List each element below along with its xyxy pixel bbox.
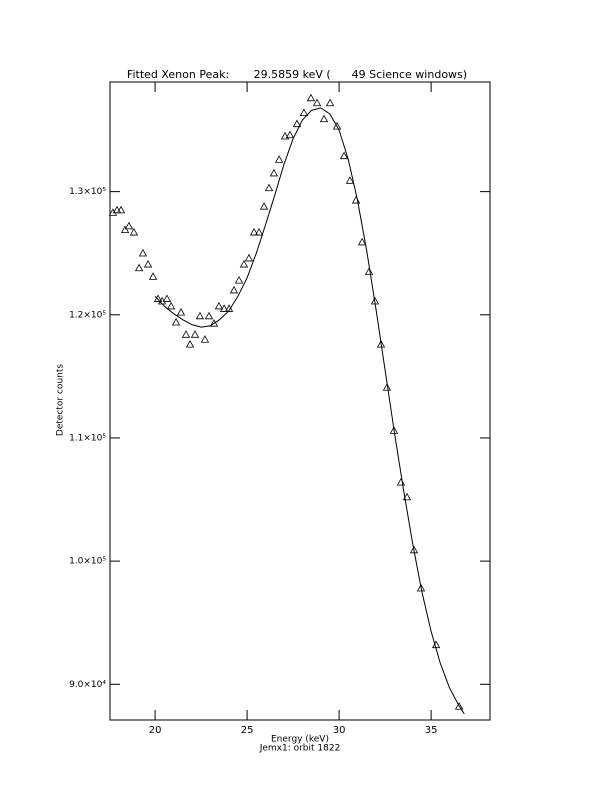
data-point bbox=[190, 330, 200, 338]
subtitle: Jemx1: orbit 1822 bbox=[259, 744, 341, 754]
data-point bbox=[249, 227, 259, 236]
data-point bbox=[153, 294, 163, 302]
data-point bbox=[244, 253, 254, 262]
data-point bbox=[285, 130, 295, 139]
data-point bbox=[280, 131, 290, 140]
data-point bbox=[339, 151, 349, 160]
data-point bbox=[254, 227, 264, 236]
chart-title: Fitted Xenon Peak: 29.5859 keV ( 49 Scie… bbox=[127, 68, 467, 81]
data-point bbox=[292, 119, 302, 128]
data-point bbox=[129, 227, 139, 236]
data-point bbox=[162, 294, 172, 302]
data-point bbox=[389, 426, 399, 434]
x-axis-label: Energy (keV) bbox=[271, 735, 329, 745]
data-point bbox=[402, 492, 412, 501]
y-tick-label: 1.0×10⁵ bbox=[69, 557, 106, 567]
data-point bbox=[204, 311, 214, 320]
data-point bbox=[229, 285, 239, 294]
data-point bbox=[319, 114, 329, 123]
data-point bbox=[195, 311, 205, 320]
data-point bbox=[108, 208, 118, 216]
data-point bbox=[124, 221, 134, 230]
data-point bbox=[325, 98, 335, 107]
data-point bbox=[239, 259, 249, 268]
data-point bbox=[345, 176, 355, 184]
data-point bbox=[138, 248, 148, 257]
data-point bbox=[416, 583, 426, 592]
data-point bbox=[409, 545, 419, 554]
data-point bbox=[299, 108, 309, 116]
data-point bbox=[143, 259, 153, 268]
data-point bbox=[219, 304, 229, 312]
x-tick-label: 25 bbox=[241, 725, 254, 736]
data-point bbox=[171, 317, 181, 326]
y-tick-label: 1.3×10⁵ bbox=[69, 187, 106, 197]
x-tick-label: 30 bbox=[333, 725, 346, 736]
data-point bbox=[431, 640, 441, 649]
y-tick-label: 1.1×10⁵ bbox=[69, 433, 106, 443]
plot-frame bbox=[109, 81, 491, 721]
x-tick-label: 35 bbox=[425, 725, 438, 736]
data-point bbox=[224, 304, 234, 312]
data-point bbox=[312, 98, 322, 107]
data-point bbox=[209, 319, 219, 327]
data-point bbox=[382, 383, 392, 391]
data-point bbox=[120, 225, 130, 233]
y-tick-label: 1.2×10⁵ bbox=[69, 310, 106, 320]
data-point bbox=[116, 205, 126, 214]
data-point bbox=[214, 301, 224, 310]
data-point bbox=[454, 702, 464, 710]
data-point bbox=[332, 122, 342, 130]
data-point bbox=[176, 307, 186, 316]
data-point bbox=[370, 296, 380, 305]
data-point bbox=[259, 202, 269, 210]
data-point bbox=[396, 477, 406, 486]
data-point bbox=[274, 155, 284, 163]
data-point bbox=[306, 93, 316, 102]
data-point bbox=[134, 263, 144, 272]
x-tick-label: 20 bbox=[149, 725, 162, 736]
data-point bbox=[357, 237, 367, 246]
data-point bbox=[234, 275, 244, 284]
data-point bbox=[112, 205, 122, 214]
data-point bbox=[185, 340, 195, 348]
data-point bbox=[148, 272, 158, 280]
fit-line bbox=[154, 107, 465, 715]
data-point bbox=[166, 301, 176, 310]
data-point bbox=[351, 195, 361, 204]
data-point bbox=[269, 168, 279, 177]
y-tick-label: 9.0×10⁴ bbox=[69, 680, 106, 690]
y-axis-label: Detector counts bbox=[56, 364, 66, 436]
data-point bbox=[181, 330, 191, 338]
data-point bbox=[364, 267, 374, 275]
data-point bbox=[200, 335, 210, 343]
data-point bbox=[264, 183, 274, 192]
data-point bbox=[376, 340, 386, 348]
